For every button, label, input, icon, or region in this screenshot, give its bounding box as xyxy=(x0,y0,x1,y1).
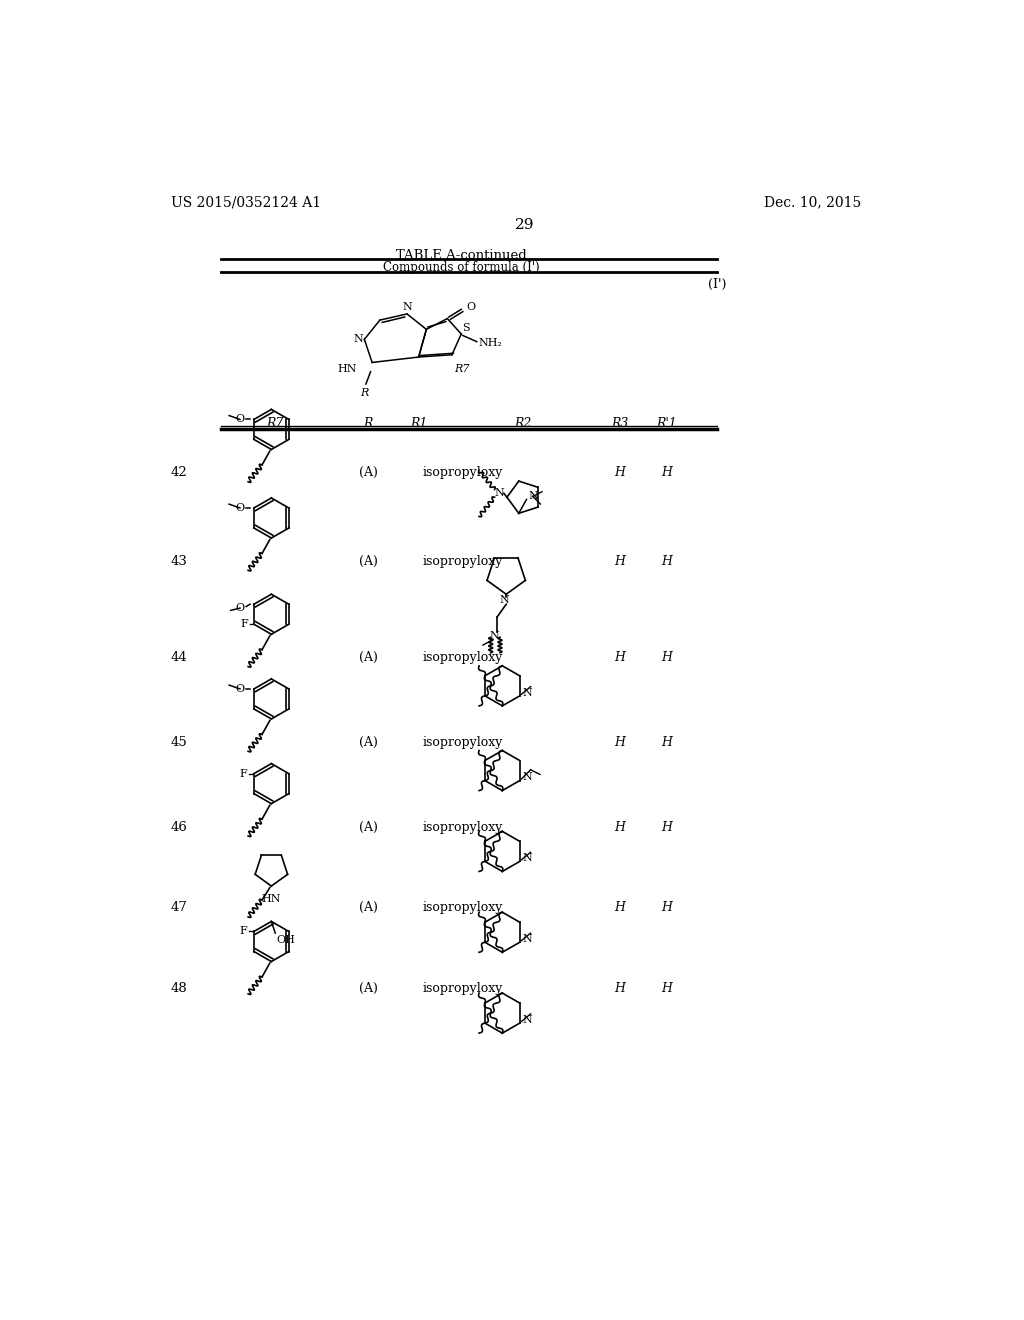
Text: F: F xyxy=(240,927,247,936)
Text: (A): (A) xyxy=(358,554,378,568)
Text: O: O xyxy=(236,414,245,425)
Text: isopropyloxy: isopropyloxy xyxy=(423,554,503,568)
Text: (A): (A) xyxy=(358,982,378,995)
Text: O: O xyxy=(236,503,245,513)
Text: 44: 44 xyxy=(171,651,187,664)
Text: (A): (A) xyxy=(358,466,378,479)
Text: R'1: R'1 xyxy=(656,417,677,430)
Text: H: H xyxy=(662,902,672,915)
Text: O: O xyxy=(236,603,245,612)
Text: S: S xyxy=(462,323,470,333)
Text: H: H xyxy=(662,554,672,568)
Text: N: N xyxy=(523,688,532,698)
Text: isopropyloxy: isopropyloxy xyxy=(423,821,503,834)
Text: N: N xyxy=(499,595,509,606)
Text: NH₂: NH₂ xyxy=(478,338,502,348)
Text: R: R xyxy=(360,388,369,397)
Text: 48: 48 xyxy=(171,982,187,995)
Text: H: H xyxy=(614,651,626,664)
Text: 29: 29 xyxy=(515,218,535,232)
Text: (A): (A) xyxy=(358,651,378,664)
Text: R7: R7 xyxy=(455,364,470,374)
Text: N: N xyxy=(353,334,364,345)
Text: R: R xyxy=(364,417,373,430)
Text: N: N xyxy=(489,631,500,640)
Text: H: H xyxy=(662,982,672,995)
Text: (A): (A) xyxy=(358,737,378,748)
Text: (A): (A) xyxy=(358,821,378,834)
Text: N: N xyxy=(523,1015,532,1026)
Text: H: H xyxy=(614,821,626,834)
Text: H: H xyxy=(614,466,626,479)
Text: H: H xyxy=(662,466,672,479)
Text: HN: HN xyxy=(337,363,356,374)
Text: H: H xyxy=(614,554,626,568)
Text: O: O xyxy=(466,302,475,312)
Text: 45: 45 xyxy=(171,737,187,748)
Text: H: H xyxy=(662,821,672,834)
Text: OH: OH xyxy=(276,936,296,945)
Text: (A): (A) xyxy=(358,902,378,915)
Text: H: H xyxy=(614,982,626,995)
Text: H: H xyxy=(662,651,672,664)
Text: isopropyloxy: isopropyloxy xyxy=(423,982,503,995)
Text: O: O xyxy=(236,684,245,694)
Text: (I'): (I') xyxy=(708,277,726,290)
Text: 42: 42 xyxy=(171,466,187,479)
Text: isopropyloxy: isopropyloxy xyxy=(423,902,503,915)
Text: R2: R2 xyxy=(515,417,531,430)
Text: Compounds of formula (I'): Compounds of formula (I') xyxy=(383,261,540,273)
Text: isopropyloxy: isopropyloxy xyxy=(423,737,503,748)
Text: Dec. 10, 2015: Dec. 10, 2015 xyxy=(764,195,861,210)
Text: F: F xyxy=(241,619,249,630)
Text: F: F xyxy=(240,768,247,779)
Text: US 2015/0352124 A1: US 2015/0352124 A1 xyxy=(171,195,321,210)
Text: 46: 46 xyxy=(171,821,187,834)
Text: N: N xyxy=(523,853,532,863)
Text: R3: R3 xyxy=(611,417,629,430)
Text: R1: R1 xyxy=(410,417,427,430)
Text: N: N xyxy=(528,491,538,502)
Text: H: H xyxy=(614,737,626,748)
Text: isopropyloxy: isopropyloxy xyxy=(423,466,503,479)
Text: H: H xyxy=(614,902,626,915)
Text: H: H xyxy=(662,737,672,748)
Text: TABLE A-continued: TABLE A-continued xyxy=(396,249,526,263)
Text: R7: R7 xyxy=(266,417,284,430)
Text: N: N xyxy=(523,935,532,944)
Text: HN: HN xyxy=(261,894,282,904)
Text: isopropyloxy: isopropyloxy xyxy=(423,651,503,664)
Text: N: N xyxy=(495,488,504,499)
Text: N: N xyxy=(402,302,412,312)
Text: 47: 47 xyxy=(171,902,187,915)
Text: 43: 43 xyxy=(171,554,187,568)
Text: N: N xyxy=(523,772,532,783)
